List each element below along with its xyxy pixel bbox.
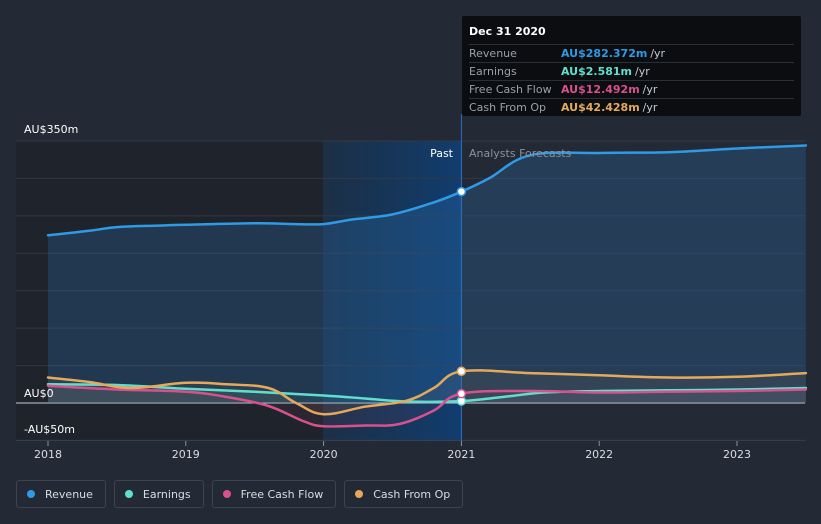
legend-item-revenue[interactable]: Revenue <box>16 480 106 508</box>
tooltip-value: AU$282.372m <box>561 47 648 60</box>
marker-revenue <box>456 186 467 197</box>
series-lines <box>46 144 808 428</box>
legend-dot-icon <box>27 490 35 498</box>
tooltip-row-cash-from-op: Cash From Op AU$42.428m /yr <box>469 98 794 116</box>
x-axis: 2018 2019 2020 2021 2022 2023 <box>34 441 751 461</box>
marker-cash-from-op <box>456 366 467 377</box>
tooltip-value: AU$12.492m <box>561 83 640 96</box>
tooltip-label: Free Cash Flow <box>469 83 552 96</box>
legend-item-cash-from-op[interactable]: Cash From Op <box>344 480 464 508</box>
forecast-label: Analysts Forecasts <box>469 147 572 160</box>
series-line-cash-from-op <box>46 369 808 416</box>
legend-dot-icon <box>355 490 364 498</box>
tooltip-unit: /yr <box>635 65 650 78</box>
tooltip-row-revenue: Revenue AU$282.372m /yr <box>469 44 794 62</box>
past-label: Past <box>430 147 454 160</box>
x-tick-label: 2021 <box>447 448 475 461</box>
series-line-earnings <box>46 383 808 404</box>
x-tick-label: 2022 <box>585 448 613 461</box>
tooltip-row-earnings: Earnings AU$2.581m /yr <box>469 62 794 80</box>
legend-label: Revenue <box>45 487 93 501</box>
tooltip-label: Revenue <box>469 47 517 60</box>
x-tick-label: 2020 <box>310 448 338 461</box>
series-area-revenue <box>48 145 806 403</box>
legend-label: Cash From Op <box>373 487 451 501</box>
legend-item-free-cash-flow[interactable]: Free Cash Flow <box>211 480 337 508</box>
x-tick-label: 2023 <box>723 448 751 461</box>
legend-label: Earnings <box>142 487 191 501</box>
tooltip-row-free-cash-flow: Free Cash Flow AU$12.492m /yr <box>469 80 794 98</box>
marker-free-cash-flow <box>456 388 467 399</box>
y-axis-zero-label: AU$0 <box>24 387 54 400</box>
tooltip-value: AU$2.581m <box>561 65 633 78</box>
y-axis-bottom-label: -AU$50m <box>24 423 75 436</box>
legend-dot-icon <box>222 490 231 498</box>
gridlines <box>16 140 805 441</box>
series-line-revenue <box>46 144 808 237</box>
y-axis-top-label: AU$350m <box>24 123 78 136</box>
tooltip-unit: /yr <box>642 101 658 114</box>
legend-item-earnings[interactable]: Earnings <box>113 480 204 508</box>
tooltip-unit: /yr <box>642 83 658 96</box>
x-tick-label: 2019 <box>172 448 200 461</box>
divider-markers <box>456 186 467 406</box>
tooltip-label: Cash From Op <box>469 101 547 114</box>
legend-label: Free Cash Flow <box>240 487 324 501</box>
tooltip-value: AU$42.428m <box>561 101 640 114</box>
series-area-free-cash-flow <box>48 385 806 427</box>
tooltip-label: Earnings <box>469 65 517 78</box>
tooltip-unit: /yr <box>650 47 666 60</box>
tooltip: Dec 31 2020 Revenue AU$282.372m /yr Earn… <box>462 16 801 116</box>
legend: Revenue Earnings Free Cash Flow Cash Fro… <box>16 480 464 508</box>
legend-dot-icon <box>124 490 133 498</box>
x-tick-label: 2018 <box>34 448 62 461</box>
tooltip-date: Dec 31 2020 <box>469 25 546 38</box>
series-line-free-cash-flow <box>46 384 808 428</box>
